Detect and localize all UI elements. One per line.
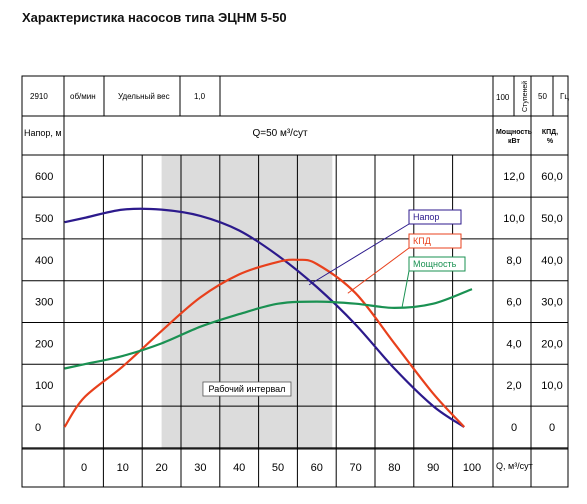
page-title: Характеристика насосов типа ЭЦНМ 5-50 xyxy=(22,10,287,25)
legend-head-leader xyxy=(308,223,410,286)
y-tick-label-power: 6,0 xyxy=(506,297,521,309)
x-tick-label: 40 xyxy=(233,462,245,474)
legend-head-label: Напор xyxy=(413,212,439,222)
legend-power-label: Мощность xyxy=(413,259,457,269)
y-tick-label-efficiency: 60,0 xyxy=(541,171,562,183)
legend: Напор КПД Мощность xyxy=(308,209,466,307)
y-tick-label-head: 500 xyxy=(35,213,53,225)
x-tick-label: 10 xyxy=(117,462,129,474)
x-tick-label: 80 xyxy=(388,462,400,474)
y-tick-label-power: 0 xyxy=(511,422,517,434)
head-axis-header: Напор, м xyxy=(24,128,62,138)
x-tick-label: 70 xyxy=(349,462,361,474)
legend-efficiency-leader xyxy=(347,247,410,294)
y-tick-label-head: 400 xyxy=(35,255,53,267)
stages-label: Ступеней xyxy=(521,81,529,112)
x-tick-label: 20 xyxy=(155,462,167,474)
x-axis-label: Q, м³/сут xyxy=(496,461,533,471)
x-tick-label: 60 xyxy=(311,462,323,474)
stages-value: 100 xyxy=(496,93,510,102)
legend-power-leader xyxy=(401,270,410,307)
y-tick-label-power: 8,0 xyxy=(506,255,521,267)
y-tick-label-head: 0 xyxy=(35,422,41,434)
y-tick-label-power: 2,0 xyxy=(506,380,521,392)
x-tick-label: 90 xyxy=(427,462,439,474)
efficiency-axis-header: КПД,% xyxy=(542,129,558,145)
specific-weight-label: Удельный вес xyxy=(118,92,170,101)
y-tick-label-head: 200 xyxy=(35,338,53,350)
chart-grid xyxy=(21,75,569,488)
power-curve xyxy=(64,288,473,370)
header-row: 2910 об/мин Удельный вес 1,0 100 Ступене… xyxy=(30,81,569,112)
power-axis-header: Мощность кВт xyxy=(496,129,533,145)
freq-value: 50 xyxy=(538,92,547,101)
x-tick-label: 30 xyxy=(194,462,206,474)
x-tick-label: 100 xyxy=(463,462,481,474)
flow-rate-label: Q=50 м³/сут xyxy=(252,128,308,139)
y-tick-label-power: 4,0 xyxy=(506,338,521,350)
working-interval-label: Рабочий интервал xyxy=(209,384,286,394)
rpm-unit: об/мин xyxy=(70,92,96,101)
freq-unit: Гц xyxy=(560,92,569,101)
curves xyxy=(63,207,473,428)
legend-power-box xyxy=(408,256,466,272)
specific-weight-value: 1,0 xyxy=(194,92,206,101)
efficiency-curve xyxy=(63,258,466,428)
y-tick-label-head: 300 xyxy=(35,297,53,309)
y-tick-label-head: 600 xyxy=(35,171,53,183)
legend-efficiency-label: КПД xyxy=(413,236,431,246)
legend-head-box xyxy=(408,209,462,225)
y-tick-label-efficiency: 20,0 xyxy=(541,338,562,350)
axis-ticks: 010020030040050060002,04,06,08,010,012,0… xyxy=(35,171,563,474)
y-tick-label-efficiency: 30,0 xyxy=(541,297,562,309)
y-tick-label-efficiency: 40,0 xyxy=(541,255,562,267)
x-tick-label: 50 xyxy=(272,462,284,474)
head-curve xyxy=(64,207,465,428)
y-tick-label-power: 10,0 xyxy=(503,213,524,225)
y-tick-label-efficiency: 10,0 xyxy=(541,380,562,392)
legend-efficiency-box xyxy=(408,233,462,249)
y-tick-label-power: 12,0 xyxy=(503,171,524,183)
x-tick-label: 0 xyxy=(81,462,87,474)
table-frame xyxy=(21,75,569,488)
y-tick-label-head: 100 xyxy=(35,380,53,392)
y-tick-label-efficiency: 0 xyxy=(549,422,555,434)
rpm-value: 2910 xyxy=(30,92,48,101)
y-tick-label-efficiency: 50,0 xyxy=(541,213,562,225)
working-interval-box xyxy=(202,381,292,397)
